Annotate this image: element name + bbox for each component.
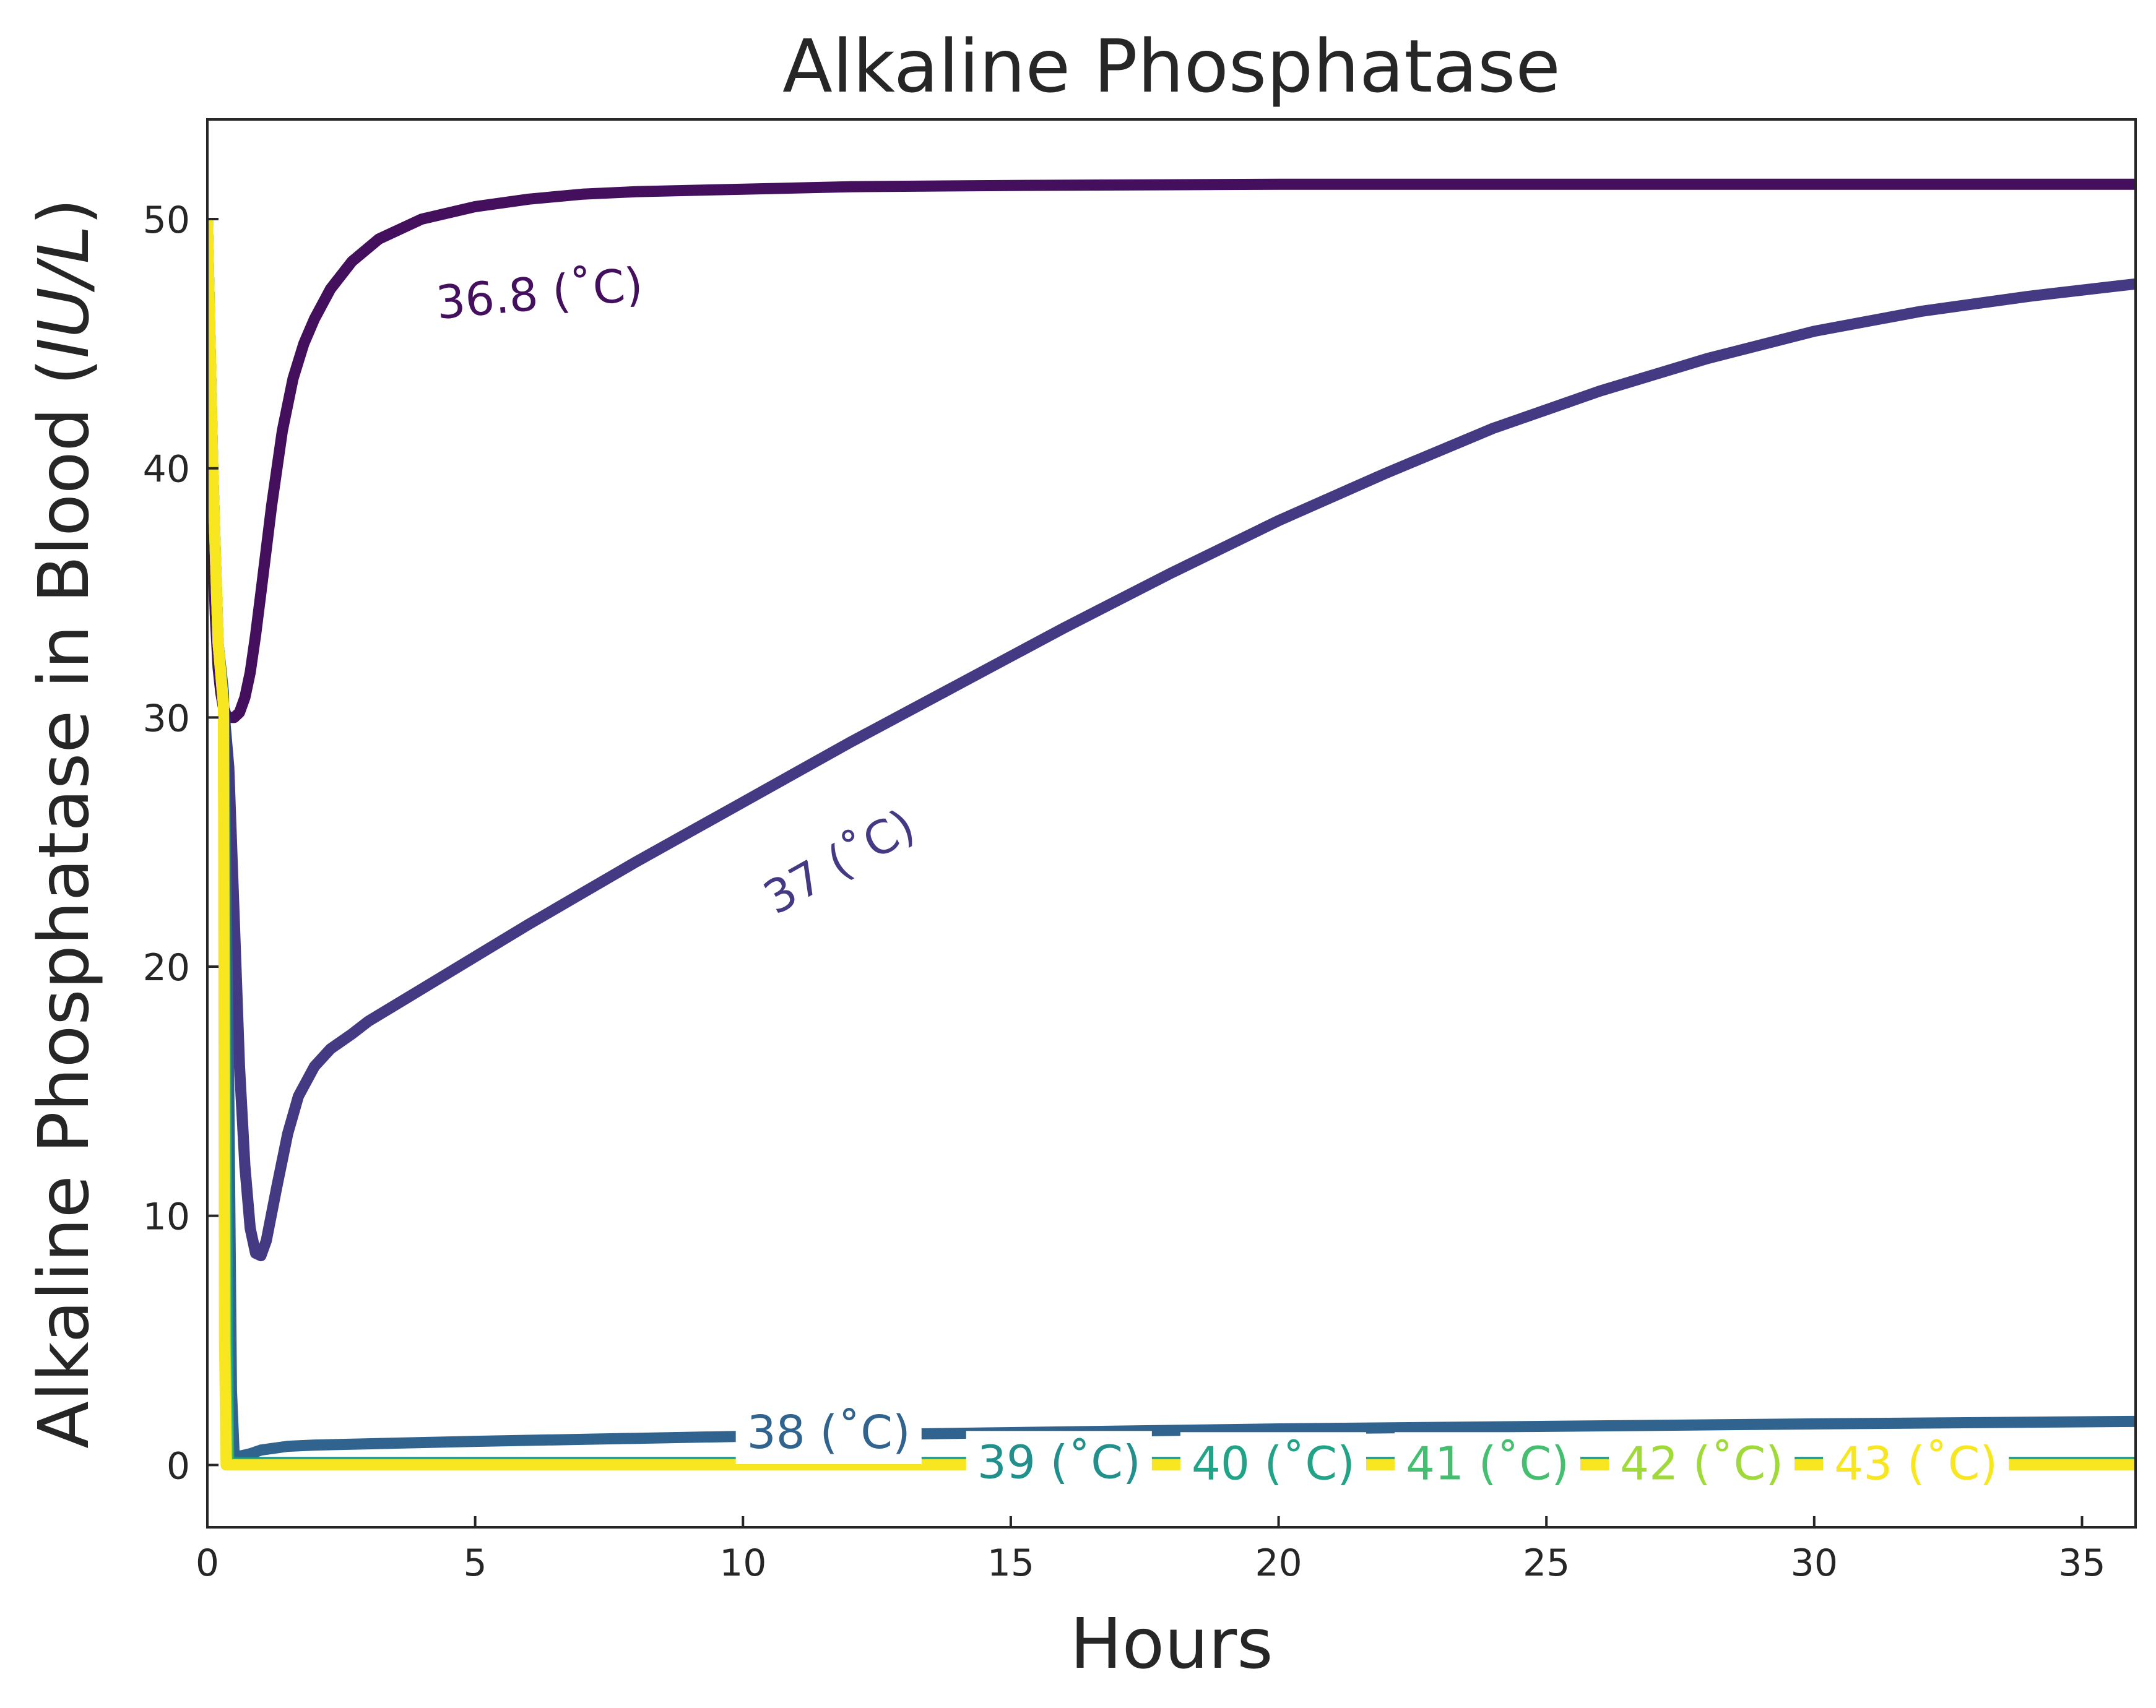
y-tick-label: 30 (143, 697, 190, 740)
series-label-group: 40 (˚C) (1180, 1432, 1366, 1496)
series-label: 38 (˚C) (747, 1406, 911, 1459)
series-label-group: 43 (˚C) (1823, 1432, 2009, 1496)
x-tick-label: 30 (1791, 1542, 1838, 1585)
y-axis-title-close: ) (24, 198, 105, 225)
series-label-group: 39 (˚C) (966, 1431, 1152, 1494)
plot-frame (206, 118, 2137, 1529)
series-label-gap (1609, 1432, 1795, 1496)
chart-title: Alkaline Phosphatase (782, 24, 1561, 109)
series-label: 41 (˚C) (1406, 1437, 1569, 1490)
series-label: 40 (˚C) (1192, 1437, 1355, 1490)
x-tick-label: 10 (719, 1542, 766, 1585)
x-tick-label: 5 (464, 1542, 487, 1585)
series-label: 43 (˚C) (1834, 1437, 1998, 1490)
y-tick-label: 20 (143, 946, 190, 990)
x-tick-label: 20 (1255, 1542, 1302, 1585)
x-tick-label: 35 (2058, 1542, 2105, 1585)
series-label-gap (422, 251, 657, 336)
series-label: 42 (˚C) (1620, 1437, 1783, 1490)
series-label-group: 36.8 (˚C) (422, 251, 657, 336)
y-tick-label: 10 (143, 1196, 190, 1239)
y-tick-label: 50 (143, 199, 190, 242)
x-tick-label: 25 (1523, 1542, 1570, 1585)
series-label-gap (1180, 1432, 1366, 1496)
y-tick-label: 0 (167, 1444, 190, 1488)
y-axis-title-main: Alkaline Phosphatase in Blood ( (24, 358, 105, 1449)
y-axis-title-unit: IU/L (24, 225, 105, 358)
series-label-gap (966, 1431, 1152, 1494)
series-label-group: 42 (˚C) (1609, 1432, 1795, 1496)
series-label-gap (743, 789, 936, 935)
series-label-group: 38 (˚C) (735, 1401, 922, 1464)
series-label-gap (1394, 1432, 1581, 1496)
x-axis-title: Hours (1070, 1604, 1273, 1684)
tick-layer: 0 5 10 15 20 25 30 35 0 10 20 30 40 50 (143, 199, 2106, 1585)
series-label-layer: 36.8 (˚C)37 (˚C)38 (˚C)39 (˚C) 40 (˚C) 41 … (422, 251, 2009, 1496)
x-tick-label: 15 (987, 1542, 1034, 1585)
series-line-2 (207, 218, 2136, 1262)
series-label-gap (1823, 1432, 2009, 1496)
series-label: 39 (˚C) (977, 1436, 1141, 1489)
series-label-gap (735, 1401, 922, 1464)
y-tick-label: 40 (143, 448, 190, 491)
y-axis-title: Alkaline Phosphatase in Blood (IU/L) (24, 198, 105, 1448)
series-label-group: 41 (˚C) (1394, 1432, 1581, 1496)
x-tick-label: 0 (196, 1542, 219, 1585)
